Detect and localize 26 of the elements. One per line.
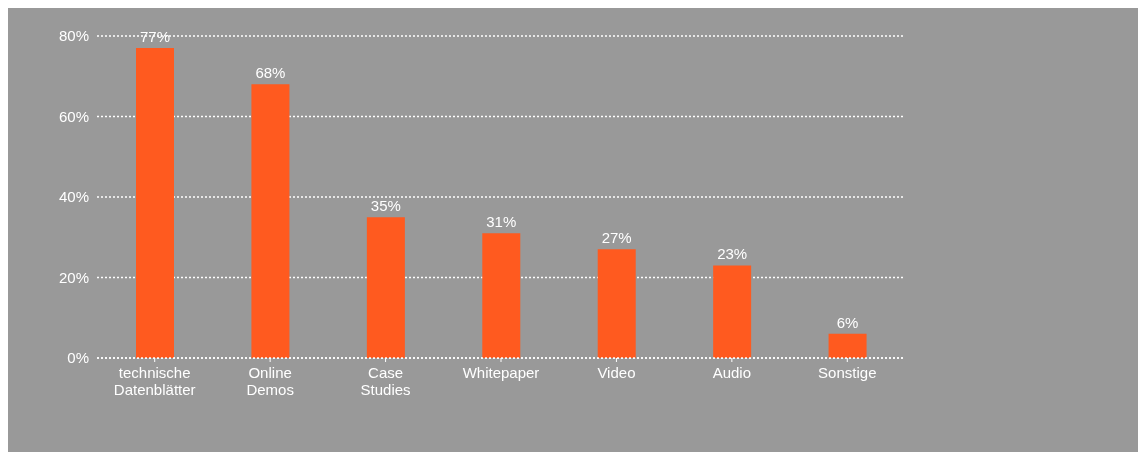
bar (713, 265, 752, 358)
bar (251, 84, 290, 358)
y-tick-label: 0% (67, 349, 89, 367)
x-tick-label: Sonstige (818, 364, 877, 381)
x-tick-label: Online Demos (246, 364, 294, 398)
bar (366, 217, 405, 358)
y-tick-label: 80% (58, 27, 89, 45)
data-label: 6% (836, 313, 859, 331)
data-label: 23% (717, 245, 748, 263)
data-label: 35% (370, 197, 401, 215)
x-tick-label: Whitepaper (462, 364, 540, 381)
x-tick-label: Case Studies (360, 364, 411, 398)
x-tick-label: Audio (712, 364, 752, 381)
bar (482, 233, 521, 358)
data-label: 77% (139, 28, 171, 46)
data-label: 68% (255, 64, 286, 82)
x-tick-label: technische Datenblätter (113, 364, 196, 398)
y-tick-label: 20% (58, 268, 89, 286)
x-tick-label: Video (597, 364, 636, 381)
data-label: 27% (601, 229, 632, 247)
y-tick-label: 40% (58, 188, 89, 206)
y-tick-label: 60% (58, 107, 89, 125)
data-label: 31% (486, 213, 517, 231)
bar (828, 333, 867, 358)
bar (597, 249, 636, 358)
bar (136, 48, 174, 358)
